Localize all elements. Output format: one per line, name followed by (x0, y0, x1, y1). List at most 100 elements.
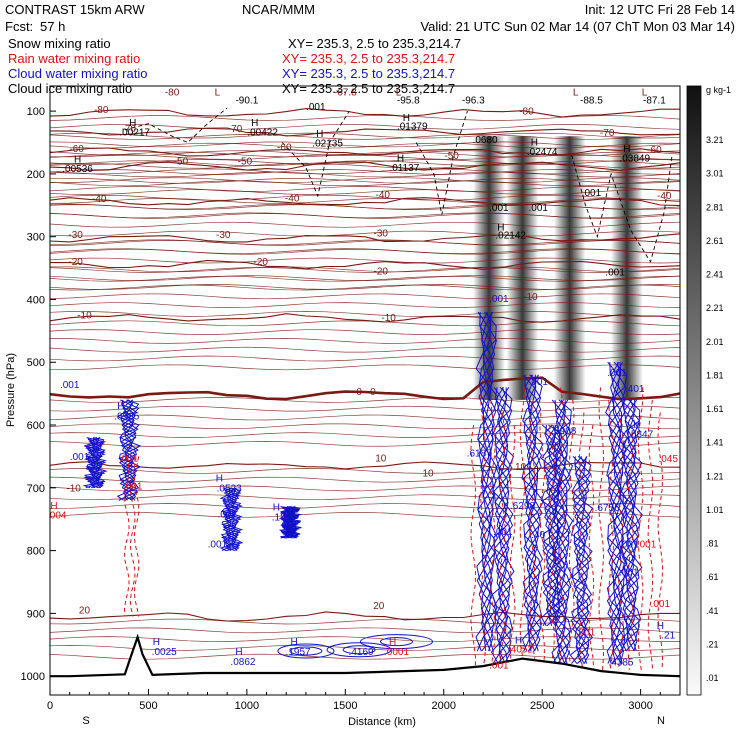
rain-contour (627, 424, 634, 670)
cloud-water-contour (619, 399, 643, 652)
temp-contour-line (50, 302, 680, 308)
rain-contour (539, 412, 545, 670)
temp-contour-line (50, 141, 680, 148)
temp-contour-line (50, 503, 680, 509)
contour-label: -50 (174, 156, 189, 167)
contour-label: -40 (657, 191, 672, 202)
temp-contour-line (50, 180, 680, 187)
cloud-water-contour (522, 374, 543, 652)
colorbar-label: 1.41 (706, 438, 724, 448)
x-tick-label: 500 (139, 700, 157, 712)
legend-cloud-water: Cloud water mixing ratio (8, 66, 147, 81)
contour-label: .001 (619, 539, 639, 550)
rain-contour (608, 399, 614, 670)
contour-label: H (623, 144, 630, 155)
contour-label: .02135 (312, 138, 343, 149)
colorbar-label: 3.01 (706, 169, 724, 179)
legend-cloud-water-xy: XY= 235.3, 2.5 to 235.3,214.7 (282, 66, 455, 81)
contour-label: -60 (647, 145, 662, 156)
colorbar-label: 3.21 (706, 135, 724, 145)
temp-contour-line (50, 239, 680, 246)
contour-label: .03849 (619, 153, 650, 164)
cloud-ice-contour (124, 107, 228, 144)
contour-label: -87.1 (643, 96, 666, 107)
rain-contour (519, 387, 526, 670)
contour-label: .4052 (508, 644, 533, 655)
cloud-water-contour (360, 634, 433, 650)
cloud-water-contour (551, 399, 574, 664)
contour-label: H (129, 118, 136, 129)
valid-time: Valid: 21 UTC Sun 02 Mar 14 (07 ChT Mon … (420, 19, 735, 34)
cloud-water-contour (622, 399, 639, 652)
contour-label: -80 (519, 106, 534, 117)
x-tick-label: 1500 (333, 700, 357, 712)
temp-contour-line (50, 230, 680, 237)
y-tick-label: 600 (27, 420, 45, 432)
contour-label: 10 (422, 469, 434, 480)
cloud-water-contour (605, 361, 628, 664)
cloud-water-contour (118, 399, 140, 501)
end-point-label: N (657, 715, 665, 727)
cloud-water-contour (497, 387, 509, 664)
contour-label: H (251, 118, 258, 129)
contour-label: .001 (529, 203, 549, 214)
contour-label: .6908 (551, 426, 576, 437)
temp-contour--30 (50, 233, 680, 243)
contour-label: -80 (165, 87, 180, 98)
y-tick-label: 400 (27, 294, 45, 306)
colorbar-label: 1.01 (706, 505, 724, 515)
temp-contour-line (50, 142, 680, 149)
contour-label: .0680 (473, 135, 498, 146)
cloud-water-contour (523, 374, 542, 652)
center-title: NCAR/MMM (242, 2, 315, 17)
contour-label: L (642, 87, 648, 98)
cloud-water-contour (542, 424, 562, 627)
contour-label: -50 (238, 156, 253, 167)
temp-contour-line (50, 115, 680, 121)
temp-contour-line (50, 162, 680, 169)
legend-cloud-ice-xy: XY= 235.3, 2.5 to 235.3,214.7 (282, 81, 455, 96)
temp-contour-line (50, 160, 680, 167)
temp-contour-line (50, 266, 680, 273)
contour-label: .001 (123, 482, 143, 493)
contour-label: .401 (625, 384, 645, 395)
contour-label: .6756 (595, 503, 620, 514)
temp-contour-line (50, 186, 680, 192)
contour-label: .0523 (217, 484, 242, 495)
temp-contour-line (50, 132, 680, 139)
start-point-label: S (82, 715, 89, 727)
cloud-ice-contour (281, 110, 350, 198)
contour-label: 0 (356, 387, 362, 398)
x-tick-label: 0 (47, 700, 53, 712)
temp-contour-line (50, 275, 680, 282)
contour-label: .001 (576, 627, 596, 638)
contour-label: .02474 (527, 147, 558, 158)
fcst-value: 57 h (40, 19, 65, 34)
rain-contour (637, 387, 644, 670)
colorbar-label: .81 (706, 539, 719, 549)
temp-contour-line (50, 284, 680, 290)
cloud-water-contour (121, 399, 136, 501)
cloud-water-contour (289, 646, 323, 656)
cloud-water-contour (219, 487, 244, 552)
contour-label: .8985 (114, 411, 139, 422)
rain-contour (578, 412, 585, 670)
temp-contour--20 (50, 259, 680, 270)
temp-contour-20 (50, 611, 680, 622)
contour-label: L (215, 87, 221, 98)
temp-contour-line (50, 221, 680, 228)
y-tick-label: 200 (27, 169, 45, 181)
cloud-water-contour (612, 362, 622, 664)
rain-contour (588, 424, 595, 670)
cloud-water-contour (545, 424, 560, 627)
temp-contour-line (50, 177, 680, 184)
cloud-water-contour (116, 399, 142, 501)
rain-contour (470, 424, 477, 670)
fcst-label: Fcst: (5, 19, 33, 34)
contour-label: .02142 (495, 231, 526, 242)
temp-contour-line (50, 257, 680, 264)
snow-shading (473, 136, 643, 400)
temp-contour--80 (50, 108, 680, 118)
